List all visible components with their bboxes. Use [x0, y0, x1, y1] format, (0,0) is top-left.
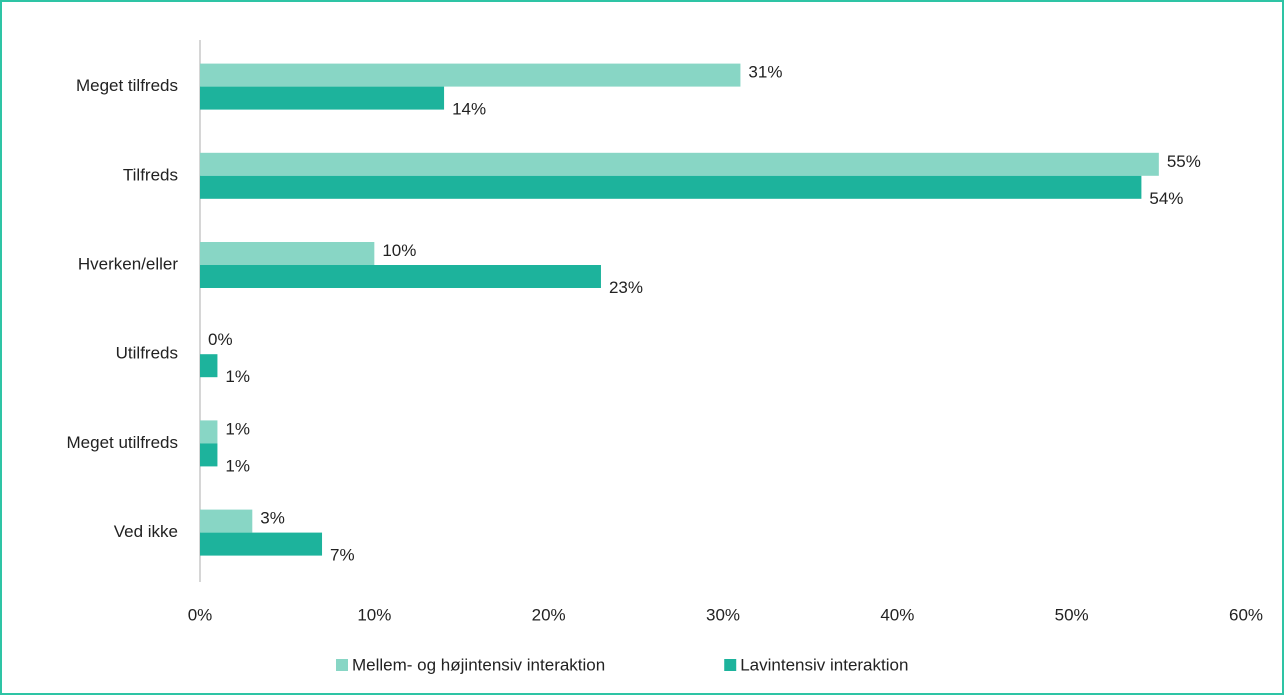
y-tick-label: Meget utilfreds [67, 433, 179, 452]
x-tick-label: 10% [357, 605, 391, 624]
bar [200, 152, 1159, 176]
legend-label: Lavintensiv interaktion [740, 655, 908, 674]
data-label: 1% [225, 367, 250, 386]
y-tick-label: Hverken/eller [78, 254, 178, 273]
x-tick-label: 40% [880, 605, 914, 624]
data-label: 1% [225, 456, 250, 475]
bar [200, 509, 253, 533]
x-tick-label: 20% [532, 605, 566, 624]
legend-label: Mellem- og højintensiv interaktion [352, 655, 605, 674]
legend-swatch [724, 659, 737, 671]
bar [200, 420, 218, 444]
bar [200, 242, 375, 265]
data-label: 55% [1167, 152, 1201, 171]
bar [200, 265, 601, 288]
data-label: 14% [452, 100, 486, 119]
bar [200, 443, 218, 467]
y-tick-label: Tilfreds [123, 165, 178, 184]
y-tick-label: Utilfreds [116, 344, 178, 363]
data-label: 23% [609, 278, 643, 297]
data-label: 54% [1149, 189, 1183, 208]
bar [200, 532, 323, 556]
x-tick-label: 0% [188, 605, 213, 624]
bar [200, 86, 445, 110]
bar [200, 354, 218, 378]
x-tick-label: 60% [1229, 605, 1263, 624]
bar [200, 175, 1142, 199]
y-tick-label: Meget tilfreds [76, 76, 178, 95]
bar [200, 63, 741, 87]
data-label: 7% [330, 546, 355, 565]
x-tick-label: 50% [1055, 605, 1089, 624]
legend-swatch [336, 659, 348, 671]
data-label: 1% [225, 419, 250, 438]
data-label: 3% [260, 509, 285, 528]
data-label: 0% [208, 330, 233, 349]
x-tick-label: 30% [706, 605, 740, 624]
y-tick-label: Ved ikke [114, 522, 178, 541]
data-label: 31% [748, 63, 782, 82]
data-label: 10% [382, 241, 416, 260]
